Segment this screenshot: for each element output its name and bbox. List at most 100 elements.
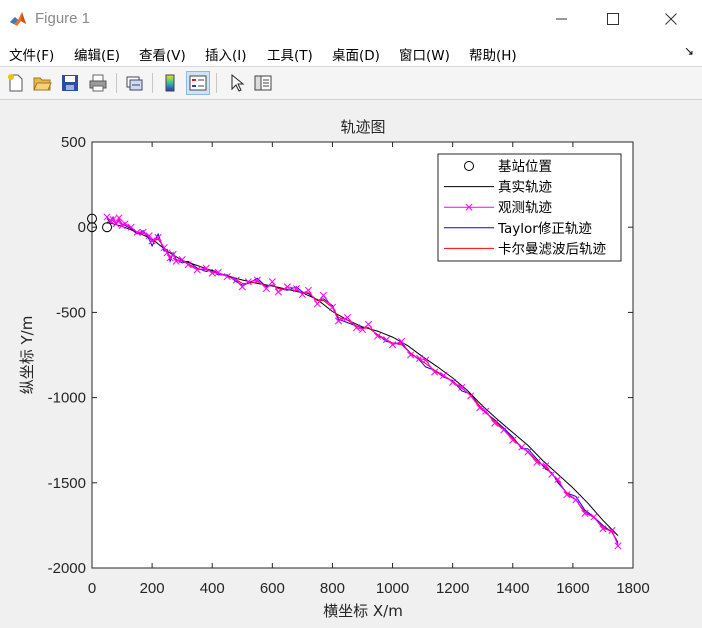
observation-marker	[572, 496, 580, 504]
maximize-button[interactable]	[585, 0, 641, 38]
observation-marker	[533, 458, 541, 466]
observation-marker	[274, 288, 282, 296]
observation-marker	[476, 404, 484, 412]
observation-marker	[518, 443, 526, 451]
menu-edit[interactable]: 编辑(E)	[74, 48, 121, 64]
y-tick-label: -1000	[48, 390, 86, 407]
printer-icon	[89, 74, 107, 92]
observation-marker	[253, 276, 261, 284]
observation-marker	[328, 303, 336, 311]
observation-marker	[169, 250, 177, 259]
x-axis-label: 横坐标 X/m	[323, 602, 403, 620]
observation-marker	[208, 269, 216, 277]
menu-insert[interactable]: 插入(I)	[205, 48, 247, 64]
menu-view[interactable]: 查看(V)	[139, 48, 186, 64]
trajectory-chart: 轨迹图 0 200 400 600 800 1000 1200 1400 1600 1800 500…	[18, 118, 650, 620]
observation-marker	[358, 325, 367, 333]
observation-marker	[268, 278, 276, 286]
print-button[interactable]	[86, 71, 110, 95]
observation-marker	[416, 354, 424, 362]
y-tick-label: 0	[78, 219, 86, 236]
link-plot-icon	[126, 76, 143, 91]
observation-marker	[343, 313, 352, 322]
menu-desktop[interactable]: 桌面(D)	[332, 48, 380, 64]
menu-help[interactable]: 帮助(H)	[469, 48, 517, 64]
insert-legend-button[interactable]	[186, 71, 210, 95]
dock-arrow-icon[interactable]: ↘	[683, 44, 694, 58]
chart-title: 轨迹图	[340, 118, 385, 136]
observation-marker	[160, 244, 168, 252]
observation-marker	[304, 286, 312, 294]
y-tick-label: -1500	[48, 475, 86, 492]
observation-marker	[581, 509, 589, 518]
observation-marker	[298, 290, 306, 299]
observation-marker	[491, 419, 499, 427]
observation-marker	[262, 284, 270, 293]
menu-file[interactable]: 文件(F)	[9, 48, 55, 64]
minimize-button[interactable]	[534, 0, 590, 38]
observation-marker	[548, 470, 556, 478]
observation-marker	[509, 436, 517, 444]
observation-marker	[193, 266, 201, 274]
legend-entry-label: Taylor修正轨迹	[497, 221, 592, 237]
save-button[interactable]	[58, 71, 82, 95]
menu-window[interactable]: 窗口(W)	[399, 48, 450, 64]
x-tick-label: 1800	[616, 580, 649, 597]
link-plot-button[interactable]	[122, 71, 146, 95]
new-figure-button[interactable]	[4, 71, 28, 95]
observation-marker	[542, 462, 550, 470]
observation-marker	[563, 491, 571, 499]
insert-colorbar-button[interactable]	[158, 71, 182, 95]
observation-marker	[334, 317, 343, 325]
y-tick-label: -500	[56, 304, 86, 321]
menu-bar: 文件(F) 编辑(E) 查看(V) 插入(I) 工具(T) 桌面(D) 窗口(W…	[0, 38, 702, 67]
legend-entry-label: 卡尔曼滤波后轨迹	[498, 241, 606, 257]
observation-marker	[458, 383, 466, 391]
base-station-marker	[87, 213, 97, 224]
x-tick-label: 1000	[376, 580, 409, 597]
menu-tools[interactable]: 工具(T)	[267, 48, 313, 64]
observation-marker	[115, 214, 123, 222]
observation-marker	[389, 341, 397, 349]
series-line-0	[106, 221, 619, 536]
x-tick-label: 1400	[496, 580, 529, 597]
maximize-icon	[607, 13, 619, 25]
observation-marker	[163, 249, 171, 257]
edit-plot-button[interactable]	[224, 71, 248, 95]
legend-entry-label: 基站位置	[498, 158, 552, 175]
observation-marker	[121, 220, 129, 228]
base-station-marker	[102, 222, 113, 233]
observation-marker	[431, 368, 439, 376]
legend-entry-label: 观测轨迹	[498, 200, 552, 216]
legend-circle-marker	[464, 161, 474, 171]
observation-marker	[352, 324, 361, 332]
observation-marker	[292, 284, 300, 293]
close-button[interactable]	[643, 0, 699, 38]
observation-marker	[407, 351, 415, 359]
x-tick-label: 1200	[436, 580, 469, 597]
observation-marker	[154, 233, 162, 241]
observation-marker	[500, 426, 508, 434]
observation-marker	[482, 407, 490, 415]
property-inspector-button[interactable]	[251, 71, 275, 95]
observation-marker	[449, 378, 457, 386]
new-file-icon	[8, 74, 23, 92]
observation-marker	[244, 278, 252, 286]
open-file-button[interactable]	[30, 71, 54, 95]
observation-marker	[232, 276, 240, 284]
observation-marker	[223, 273, 231, 281]
observation-marker	[614, 542, 622, 550]
x-tick-label: 800	[320, 580, 345, 597]
observation-marker	[178, 256, 186, 264]
observation-marker	[139, 228, 147, 236]
observation-marker	[554, 475, 562, 483]
figure-canvas: 轨迹图 0 200 400 600 800 1000 1200 1400 1600 1800 500…	[0, 100, 702, 628]
observation-marker	[608, 526, 616, 535]
legend-icon	[189, 75, 207, 91]
observation-marker	[283, 283, 291, 291]
toolbar-separator	[216, 73, 217, 93]
open-folder-icon	[33, 77, 52, 91]
x-tick-label: 1600	[556, 580, 589, 597]
observation-marker	[382, 336, 391, 344]
